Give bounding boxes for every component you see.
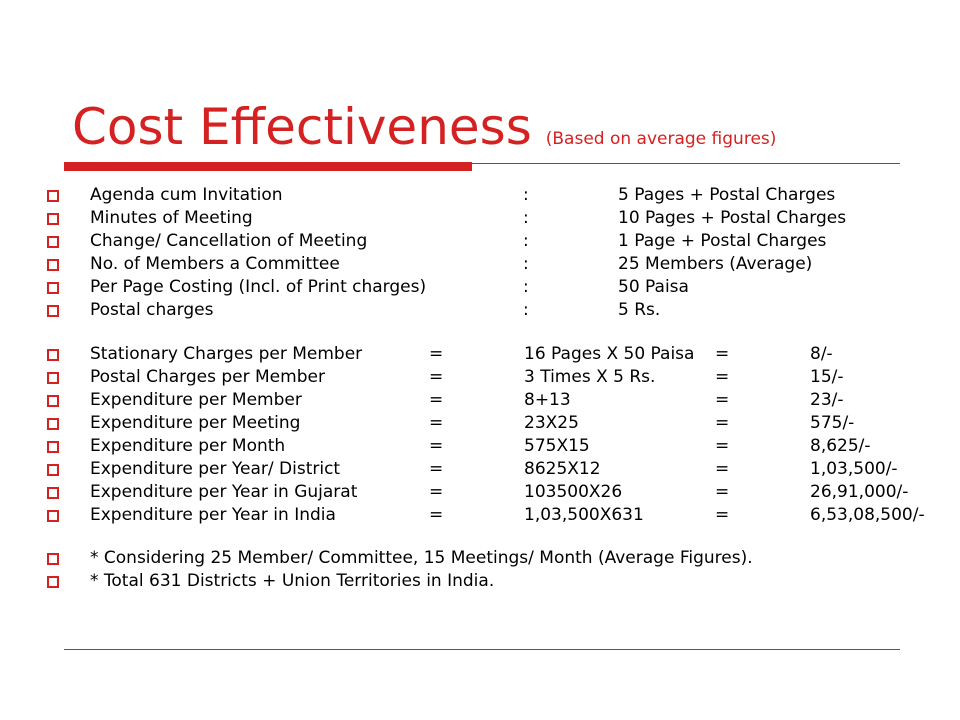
info-value: 50 Paisa xyxy=(618,277,689,297)
calc-result: 26,91,000/- xyxy=(810,482,909,502)
title-subtitle: (Based on average figures) xyxy=(545,129,777,149)
calc-label: Expenditure per Year in Gujarat xyxy=(90,482,358,502)
calc-result: 8/- xyxy=(810,344,833,364)
info-separator: : xyxy=(523,277,529,297)
calc-formula: 8625X12 xyxy=(524,459,601,479)
calc-equals: = xyxy=(429,413,444,433)
calc-formula: 103500X26 xyxy=(524,482,623,502)
info-label: Change/ Cancellation of Meeting xyxy=(90,231,368,251)
hollow-square-bullet-icon xyxy=(47,441,59,453)
hollow-square-bullet-icon xyxy=(47,372,59,384)
info-separator: : xyxy=(523,254,529,274)
title-underline-thick xyxy=(64,162,472,171)
calc-result: 6,53,08,500/- xyxy=(810,505,925,525)
calc-equals: = xyxy=(429,459,444,479)
calc-equals: = xyxy=(429,482,444,502)
calc-equals: = xyxy=(715,436,730,456)
info-label: Per Page Costing (Incl. of Print charges… xyxy=(90,277,427,297)
info-separator: : xyxy=(523,185,529,205)
hollow-square-bullet-icon xyxy=(47,349,59,361)
info-label: Minutes of Meeting xyxy=(90,208,253,228)
title-main: Cost Effectiveness xyxy=(72,98,532,156)
info-label: No. of Members a Committee xyxy=(90,254,340,274)
calc-equals: = xyxy=(715,505,730,525)
hollow-square-bullet-icon xyxy=(47,259,59,271)
note-text: * Total 631 Districts + Union Territorie… xyxy=(90,571,495,591)
calc-result: 23/- xyxy=(810,390,844,410)
calc-result: 1,03,500/- xyxy=(810,459,898,479)
hollow-square-bullet-icon xyxy=(47,553,59,565)
hollow-square-bullet-icon xyxy=(47,487,59,499)
calc-label: Expenditure per Member xyxy=(90,390,302,410)
calc-equals: = xyxy=(429,436,444,456)
calc-label: Expenditure per Month xyxy=(90,436,286,456)
footer-rule xyxy=(64,649,900,650)
info-value: 5 Pages + Postal Charges xyxy=(618,185,836,205)
info-value: 1 Page + Postal Charges xyxy=(618,231,827,251)
hollow-square-bullet-icon xyxy=(47,236,59,248)
calc-formula: 16 Pages X 50 Paisa xyxy=(524,344,695,364)
hollow-square-bullet-icon xyxy=(47,464,59,476)
calc-result: 575/- xyxy=(810,413,855,433)
hollow-square-bullet-icon xyxy=(47,305,59,317)
info-label: Postal charges xyxy=(90,300,214,320)
info-value: 25 Members (Average) xyxy=(618,254,813,274)
calc-equals: = xyxy=(429,390,444,410)
calc-equals: = xyxy=(429,505,444,525)
calc-equals: = xyxy=(429,367,444,387)
calc-formula: 3 Times X 5 Rs. xyxy=(524,367,656,387)
hollow-square-bullet-icon xyxy=(47,282,59,294)
info-separator: : xyxy=(523,208,529,228)
calc-result: 15/- xyxy=(810,367,844,387)
calc-equals: = xyxy=(715,459,730,479)
calc-label: Stationary Charges per Member xyxy=(90,344,363,364)
calc-equals: = xyxy=(715,482,730,502)
info-value: 5 Rs. xyxy=(618,300,661,320)
calc-label: Expenditure per Year/ District xyxy=(90,459,341,479)
hollow-square-bullet-icon xyxy=(47,510,59,522)
hollow-square-bullet-icon xyxy=(47,576,59,588)
hollow-square-bullet-icon xyxy=(47,213,59,225)
info-label: Agenda cum Invitation xyxy=(90,185,283,205)
calc-label: Expenditure per Meeting xyxy=(90,413,301,433)
calc-label: Postal Charges per Member xyxy=(90,367,325,387)
slide-title: Cost Effectiveness (Based on average figu… xyxy=(72,98,776,156)
calc-label: Expenditure per Year in India xyxy=(90,505,336,525)
note-text: * Considering 25 Member/ Committee, 15 M… xyxy=(90,548,753,568)
calc-formula: 575X15 xyxy=(524,436,590,456)
calc-equals: = xyxy=(715,367,730,387)
calc-result: 8,625/- xyxy=(810,436,871,456)
calc-equals: = xyxy=(429,344,444,364)
info-separator: : xyxy=(523,231,529,251)
info-value: 10 Pages + Postal Charges xyxy=(618,208,847,228)
calc-equals: = xyxy=(715,390,730,410)
hollow-square-bullet-icon xyxy=(47,190,59,202)
calc-formula: 8+13 xyxy=(524,390,571,410)
calc-formula: 23X25 xyxy=(524,413,579,433)
calc-formula: 1,03,500X631 xyxy=(524,505,644,525)
title-underline-thin xyxy=(64,163,900,164)
hollow-square-bullet-icon xyxy=(47,395,59,407)
hollow-square-bullet-icon xyxy=(47,418,59,430)
calc-equals: = xyxy=(715,413,730,433)
calc-equals: = xyxy=(715,344,730,364)
info-separator: : xyxy=(523,300,529,320)
